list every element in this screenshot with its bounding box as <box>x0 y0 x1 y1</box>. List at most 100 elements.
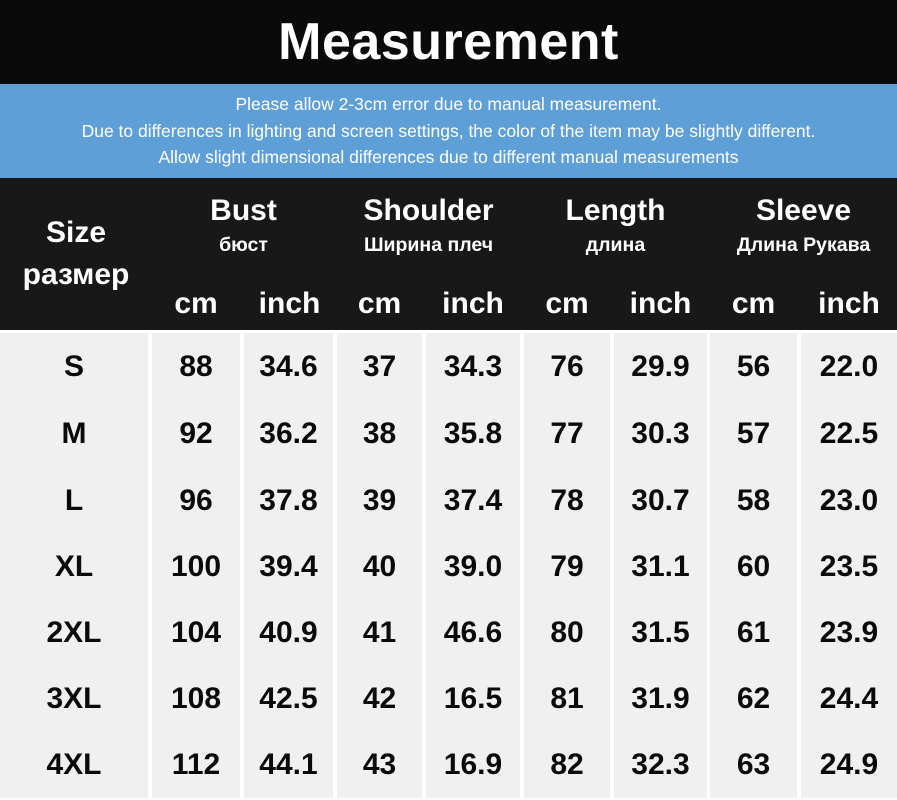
table-row: M 92 36.2 38 35.8 77 30.3 57 22.5 <box>0 400 897 467</box>
notice-line: Allow slight dimensional differences due… <box>158 147 739 168</box>
bust-inch-cell: 34.6 <box>244 333 333 400</box>
sleeve-header-ru: Длина Рукава <box>736 234 871 256</box>
sleeve-inch-cell: 23.5 <box>801 533 897 600</box>
length-inch-cell: 31.9 <box>614 665 707 732</box>
unit-inch: inch <box>629 287 692 320</box>
length-inch-cell: 31.1 <box>614 533 707 600</box>
length-cm-cell: 77 <box>524 400 610 467</box>
bust-inch-cell: 40.9 <box>244 599 333 666</box>
shoulder-cm-cell: 42 <box>337 665 422 732</box>
sleeve-cm-cell: 60 <box>710 533 797 600</box>
size-cell: L <box>0 467 148 534</box>
size-cell: 2XL <box>0 599 148 666</box>
title-bar: Measurement <box>0 0 897 84</box>
sleeve-cm-cell: 57 <box>710 400 797 467</box>
bust-header-en: Bust <box>210 194 277 227</box>
sleeve-cm-cell: 58 <box>710 467 797 534</box>
shoulder-inch-cell: 39.0 <box>426 533 520 600</box>
unit-inch: inch <box>442 287 504 320</box>
table-header: Size размер Bust бюст Shoulder Ширина пл… <box>0 178 897 330</box>
bust-cm-cell: 108 <box>152 665 240 732</box>
shoulder-header: Shoulder Ширина плеч <box>337 190 520 272</box>
shoulder-cm-cell: 43 <box>337 731 422 798</box>
shoulder-inch-cell: 16.9 <box>426 731 520 798</box>
notice-banner: Please allow 2-3cm error due to manual m… <box>0 84 897 178</box>
size-cell: 3XL <box>0 665 148 732</box>
shoulder-inch-cell: 37.4 <box>426 467 520 534</box>
shoulder-cm-cell: 39 <box>337 467 422 534</box>
shoulder-inch-cell: 35.8 <box>426 400 520 467</box>
table-row: L 96 37.8 39 37.4 78 30.7 58 23.0 <box>0 467 897 534</box>
shoulder-inch-cell: 34.3 <box>426 333 520 400</box>
sleeve-cm-cell: 56 <box>710 333 797 400</box>
unit-cm: cm <box>731 287 776 320</box>
bust-cm-cell: 96 <box>152 467 240 534</box>
size-cell: S <box>0 333 148 400</box>
notice-line: Due to differences in lighting and scree… <box>81 120 816 141</box>
length-inch-cell: 30.7 <box>614 467 707 534</box>
notice-line: Please allow 2-3cm error due to manual m… <box>235 94 662 115</box>
sleeve-inch-cell: 22.0 <box>801 333 897 400</box>
length-inch-cell: 30.3 <box>614 400 707 467</box>
size-cell: 4XL <box>0 731 148 798</box>
bust-inch-cell: 36.2 <box>244 400 333 467</box>
shoulder-cm-cell: 40 <box>337 533 422 600</box>
length-cm-cell: 78 <box>524 467 610 534</box>
shoulder-cm-cell: 37 <box>337 333 422 400</box>
unit-cm: cm <box>174 287 218 320</box>
table-row: S 88 34.6 37 34.3 76 29.9 56 22.0 <box>0 333 897 400</box>
unit-inch: inch <box>258 287 321 320</box>
shoulder-cm-cell: 38 <box>337 400 422 467</box>
bust-inch-cell: 39.4 <box>244 533 333 600</box>
bust-header: Bust бюст <box>152 190 335 272</box>
shoulder-inch-cell: 46.6 <box>426 599 520 666</box>
bust-cm-cell: 92 <box>152 400 240 467</box>
length-cm-cell: 82 <box>524 731 610 798</box>
bust-header-ru: бюст <box>219 234 268 256</box>
sleeve-inch-cell: 22.5 <box>801 400 897 467</box>
shoulder-inch-cell: 16.5 <box>426 665 520 732</box>
sleeve-cm-cell: 63 <box>710 731 797 798</box>
chart-title: Measurement <box>278 13 619 71</box>
length-inch-cell: 32.3 <box>614 731 707 798</box>
bust-cm-cell: 112 <box>152 731 240 798</box>
table-row: XL 100 39.4 40 39.0 79 31.1 60 23.5 <box>0 533 897 600</box>
sleeve-header: Sleeve Длина Рукава <box>710 190 897 272</box>
sleeve-inch-cell: 23.9 <box>801 599 897 666</box>
shoulder-cm-cell: 41 <box>337 599 422 666</box>
length-inch-cell: 29.9 <box>614 333 707 400</box>
sleeve-cm-cell: 61 <box>710 599 797 666</box>
size-cell: XL <box>0 533 148 600</box>
length-header-ru: длина <box>585 234 646 256</box>
unit-inch: inch <box>818 287 880 320</box>
bust-cm-cell: 100 <box>152 533 240 600</box>
sleeve-cm-cell: 62 <box>710 665 797 732</box>
length-inch-cell: 31.5 <box>614 599 707 666</box>
sleeve-header-en: Sleeve <box>755 194 852 227</box>
size-header-en: Size <box>45 216 107 249</box>
sleeve-inch-cell: 24.4 <box>801 665 897 732</box>
bust-cm-cell: 104 <box>152 599 240 666</box>
shoulder-header-en: Shoulder <box>363 194 494 227</box>
size-cell: M <box>0 400 148 467</box>
bust-inch-cell: 42.5 <box>244 665 333 732</box>
unit-cm: cm <box>357 287 402 320</box>
length-header-en: Length <box>565 194 666 227</box>
length-cm-cell: 80 <box>524 599 610 666</box>
sleeve-inch-cell: 24.9 <box>801 731 897 798</box>
bust-inch-cell: 37.8 <box>244 467 333 534</box>
table-row: 2XL 104 40.9 41 46.6 80 31.5 61 23.9 <box>0 599 897 666</box>
table-row: 4XL 112 44.1 43 16.9 82 32.3 63 24.9 <box>0 731 897 798</box>
unit-cm: cm <box>545 287 589 320</box>
bust-cm-cell: 88 <box>152 333 240 400</box>
table-body: S 88 34.6 37 34.3 76 29.9 56 22.0 M 92 3… <box>0 330 897 800</box>
bust-inch-cell: 44.1 <box>244 731 333 798</box>
length-header: Length длина <box>524 190 707 272</box>
length-cm-cell: 79 <box>524 533 610 600</box>
size-header-ru: размер <box>22 258 130 291</box>
size-column-header: Size размер <box>0 178 152 330</box>
shoulder-header-ru: Ширина плеч <box>363 234 494 256</box>
length-cm-cell: 76 <box>524 333 610 400</box>
sleeve-inch-cell: 23.0 <box>801 467 897 534</box>
